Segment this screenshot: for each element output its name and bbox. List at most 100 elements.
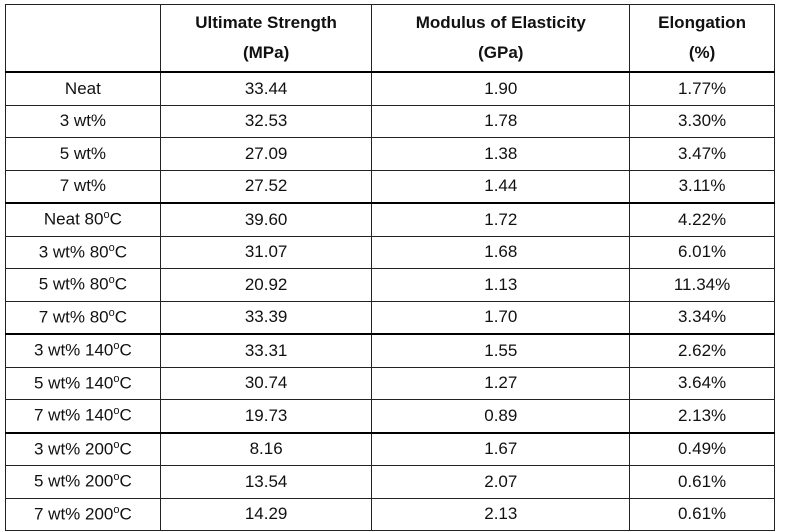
- value-cell: 32.53: [159, 104, 373, 138]
- row-label: 5 wt% 200oC: [5, 465, 161, 499]
- table-row: 7 wt% 140oC 19.73 0.89 2.13%: [5, 399, 775, 434]
- label-text: C: [114, 275, 128, 295]
- degree-sign: o: [108, 241, 115, 254]
- table-row: 3 wt% 200oC 8.16 1.67 0.49%: [5, 432, 775, 466]
- header-cell: Elongation (%): [629, 4, 775, 73]
- value-cell: 33.44: [159, 71, 373, 106]
- value-cell: 1.44: [371, 169, 631, 204]
- value-cell: 1.90: [371, 71, 631, 106]
- degree-sign: o: [108, 274, 115, 287]
- value-cell: 3.34%: [629, 300, 775, 335]
- value-cell: 13.54: [159, 465, 373, 499]
- header-text: Modulus of Elasticity: [415, 13, 586, 32]
- header-text: (MPa): [242, 43, 290, 62]
- value-cell: 20.92: [159, 268, 373, 302]
- row-label: 3 wt%: [5, 104, 161, 138]
- label-text: C: [109, 210, 122, 230]
- label-text: 7 wt% 200: [33, 504, 114, 524]
- table-row: 7 wt% 80oC 33.39 1.70 3.34%: [5, 300, 775, 335]
- value-cell: 2.07: [371, 465, 631, 499]
- value-cell: 2.62%: [629, 333, 775, 368]
- header-cell: Ultimate Strength (MPa): [159, 4, 373, 73]
- row-label: 5 wt% 140oC: [5, 366, 161, 400]
- value-cell: 2.13%: [629, 399, 775, 434]
- label-text: C: [119, 406, 132, 426]
- table-row: 3 wt% 140oC 33.31 1.55 2.62%: [5, 333, 775, 368]
- label-text: Neat 80: [43, 210, 104, 230]
- label-text: 5 wt% 200: [33, 472, 114, 492]
- degree-sign: o: [103, 209, 110, 222]
- header-text: Elongation: [658, 13, 746, 32]
- degree-sign: o: [113, 503, 120, 516]
- value-cell: 27.52: [159, 169, 373, 204]
- header-text: Ultimate Strength: [195, 13, 337, 32]
- corner-cell: [5, 4, 161, 73]
- value-cell: 1.77%: [629, 71, 775, 106]
- row-label: Neat 80oC: [5, 202, 161, 237]
- degree-sign: o: [108, 306, 115, 319]
- header-text: (%): [688, 43, 716, 62]
- row-label: 3 wt% 200oC: [5, 432, 161, 466]
- data-table: Ultimate Strength (MPa) Modulus of Elastic…: [5, 4, 775, 531]
- degree-sign: o: [113, 405, 120, 418]
- value-cell: 1.78: [371, 104, 631, 138]
- value-cell: 1.27: [371, 366, 631, 400]
- value-cell: 2.13: [371, 497, 631, 531]
- row-label: 7 wt%: [5, 169, 161, 204]
- value-cell: 0.49%: [629, 432, 775, 466]
- table-body: Neat 33.44 1.90 1.77% 3 wt% 32.53 1.78 3.30% 5 w…: [5, 71, 775, 531]
- label-text: C: [119, 373, 132, 393]
- table-row: 5 wt% 140oC 30.74 1.27 3.64%: [5, 366, 775, 400]
- label-text: 7 wt%: [59, 176, 107, 196]
- value-cell: 27.09: [159, 137, 373, 171]
- table-row: 5 wt% 200oC 13.54 2.07 0.61%: [5, 465, 775, 499]
- value-cell: 1.55: [371, 333, 631, 368]
- label-text: C: [119, 341, 132, 361]
- value-cell: 6.01%: [629, 235, 775, 269]
- value-cell: 1.67: [371, 432, 631, 466]
- label-text: C: [114, 307, 128, 327]
- value-cell: 19.73: [159, 399, 373, 434]
- value-cell: 1.72: [371, 202, 631, 237]
- degree-sign: o: [113, 438, 120, 451]
- table-row: Neat 33.44 1.90 1.77%: [5, 71, 775, 106]
- label-text: 5 wt% 140: [33, 373, 114, 393]
- row-label: 7 wt% 140oC: [5, 399, 161, 434]
- value-cell: 8.16: [159, 432, 373, 466]
- label-text: 7 wt% 80: [38, 307, 109, 327]
- label-text: 3 wt% 140: [33, 341, 114, 361]
- value-cell: 1.70: [371, 300, 631, 335]
- value-cell: 0.89: [371, 399, 631, 434]
- degree-sign: o: [113, 372, 120, 385]
- header-cell: Modulus of Elasticity (GPa): [371, 4, 631, 73]
- row-label: 3 wt% 140oC: [5, 333, 161, 368]
- value-cell: 3.64%: [629, 366, 775, 400]
- label-text: 3 wt% 80: [38, 242, 109, 262]
- label-text: 5 wt%: [59, 143, 107, 163]
- value-cell: 33.39: [159, 300, 373, 335]
- label-text: C: [119, 439, 132, 459]
- table-row: Neat 80oC 39.60 1.72 4.22%: [5, 202, 775, 237]
- degree-sign: o: [113, 340, 120, 353]
- table-row: 7 wt% 27.52 1.44 3.11%: [5, 169, 775, 204]
- value-cell: 3.30%: [629, 104, 775, 138]
- value-cell: 30.74: [159, 366, 373, 400]
- value-cell: 39.60: [159, 202, 373, 237]
- table-row: 3 wt% 80oC 31.07 1.68 6.01%: [5, 235, 775, 269]
- value-cell: 3.11%: [629, 169, 775, 204]
- value-cell: 0.61%: [629, 465, 775, 499]
- table-row: 5 wt% 27.09 1.38 3.47%: [5, 137, 775, 171]
- row-label: 7 wt% 200oC: [5, 497, 161, 531]
- row-label: 3 wt% 80oC: [5, 235, 161, 269]
- value-cell: 3.47%: [629, 137, 775, 171]
- value-cell: 1.68: [371, 235, 631, 269]
- label-text: C: [119, 504, 132, 524]
- value-cell: 1.38: [371, 137, 631, 171]
- value-cell: 0.61%: [629, 497, 775, 531]
- row-label: Neat: [5, 71, 161, 106]
- label-text: 3 wt%: [59, 111, 107, 131]
- value-cell: 33.31: [159, 333, 373, 368]
- value-cell: 31.07: [159, 235, 373, 269]
- table-row: 7 wt% 200oC 14.29 2.13 0.61%: [5, 497, 775, 531]
